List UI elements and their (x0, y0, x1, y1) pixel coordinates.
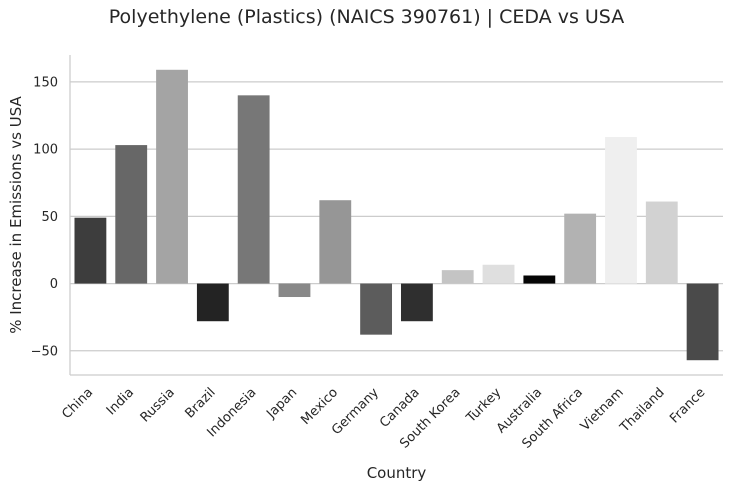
bar-brazil (196, 283, 229, 322)
bar-canada (400, 283, 433, 322)
y-tick-label: 50 (41, 210, 58, 225)
bar-indonesia (237, 95, 270, 284)
x-tick-label: France (667, 385, 708, 426)
y-tick-labels: −50 0 50 100 150 (31, 75, 58, 359)
y-tick-label: 100 (33, 143, 58, 158)
bar-france (686, 283, 719, 361)
x-tick-label: Brazil (182, 385, 218, 421)
bar-mexico (319, 200, 352, 284)
y-tick-label: 0 (50, 277, 58, 292)
axes (69, 55, 723, 376)
bar-thailand (645, 201, 678, 284)
bar-russia (156, 69, 188, 284)
chart-title: Polyethylene (Plastics) (NAICS 390761) |… (108, 6, 625, 28)
bar-india (115, 145, 148, 284)
bar-turkey (482, 264, 515, 284)
bar-japan (278, 283, 311, 298)
bar-australia (523, 275, 556, 284)
y-tick-label: −50 (31, 344, 58, 359)
bar-vietnam (605, 137, 637, 284)
bar-china (74, 217, 107, 284)
x-tick-label: Japan (263, 385, 300, 422)
x-tick-label: India (104, 385, 137, 418)
bar-south-africa (564, 213, 597, 284)
x-tick-label: Russia (138, 385, 178, 425)
bars (74, 69, 719, 361)
x-tick-label: China (59, 385, 96, 422)
bar-south-korea (441, 270, 474, 284)
y-axis-label: % Increase in Emissions vs USA (7, 96, 25, 334)
x-tick-label: Thailand (617, 385, 668, 436)
y-tick-label: 150 (33, 75, 58, 90)
bar-germany (360, 283, 393, 335)
x-axis-label: Country (367, 464, 427, 482)
